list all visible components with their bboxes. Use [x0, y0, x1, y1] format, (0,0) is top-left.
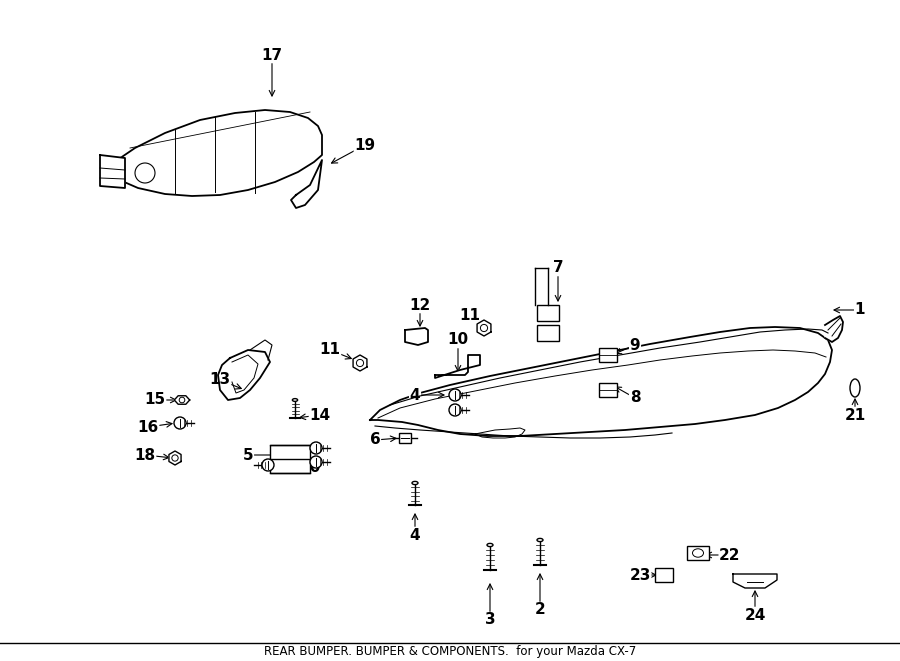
Circle shape	[310, 456, 322, 468]
Bar	[687, 546, 709, 560]
Text: 19: 19	[355, 137, 375, 153]
Polygon shape	[405, 328, 428, 345]
Polygon shape	[169, 451, 181, 465]
Text: 11: 11	[460, 307, 481, 323]
Text: 12: 12	[410, 297, 430, 313]
Polygon shape	[825, 316, 843, 342]
Text: 3: 3	[485, 613, 495, 627]
Text: 4: 4	[410, 387, 420, 403]
Bar	[655, 568, 673, 582]
Ellipse shape	[412, 481, 418, 485]
Text: 2: 2	[535, 602, 545, 617]
Text: 14: 14	[310, 407, 330, 422]
Polygon shape	[291, 160, 322, 208]
Text: 16: 16	[138, 420, 158, 434]
Bar	[537, 325, 559, 341]
Circle shape	[481, 325, 488, 332]
Ellipse shape	[692, 549, 704, 557]
Text: 13: 13	[210, 373, 230, 387]
Text: 24: 24	[744, 607, 766, 623]
Ellipse shape	[292, 399, 298, 401]
Polygon shape	[353, 355, 367, 371]
Text: 22: 22	[719, 547, 741, 563]
Text: REAR BUMPER. BUMPER & COMPONENTS.  for your Mazda CX-7: REAR BUMPER. BUMPER & COMPONENTS. for yo…	[264, 646, 636, 658]
Text: 23: 23	[629, 568, 651, 582]
Circle shape	[449, 389, 461, 401]
Ellipse shape	[487, 543, 493, 547]
Polygon shape	[218, 350, 270, 400]
Text: 1: 1	[855, 303, 865, 317]
Text: 6: 6	[370, 432, 381, 447]
Circle shape	[356, 360, 364, 367]
Text: 4: 4	[410, 527, 420, 543]
Ellipse shape	[537, 539, 543, 541]
Circle shape	[174, 417, 186, 429]
Circle shape	[449, 404, 461, 416]
Bar	[599, 348, 617, 362]
Circle shape	[172, 455, 178, 461]
Polygon shape	[100, 155, 125, 188]
Bar	[399, 433, 411, 443]
Polygon shape	[435, 355, 480, 378]
Bar	[599, 383, 617, 397]
Text: 8: 8	[630, 391, 640, 405]
Text: 17: 17	[261, 48, 283, 63]
Circle shape	[310, 442, 322, 454]
Text: 21: 21	[844, 407, 866, 422]
Polygon shape	[733, 574, 777, 588]
Polygon shape	[370, 327, 832, 436]
Text: 11: 11	[320, 342, 340, 358]
Text: 10: 10	[447, 332, 469, 348]
Text: 9: 9	[630, 338, 640, 352]
Polygon shape	[175, 396, 190, 405]
Polygon shape	[110, 110, 322, 196]
Text: 7: 7	[553, 260, 563, 276]
Bar	[270, 445, 310, 473]
Circle shape	[135, 163, 155, 183]
Text: 15: 15	[144, 393, 166, 407]
Text: 5: 5	[243, 447, 253, 463]
Circle shape	[179, 397, 184, 403]
Circle shape	[262, 459, 274, 471]
Ellipse shape	[850, 379, 860, 397]
Text: 20: 20	[300, 461, 320, 475]
Text: 18: 18	[134, 447, 156, 463]
Bar	[537, 305, 559, 321]
Polygon shape	[477, 320, 490, 336]
